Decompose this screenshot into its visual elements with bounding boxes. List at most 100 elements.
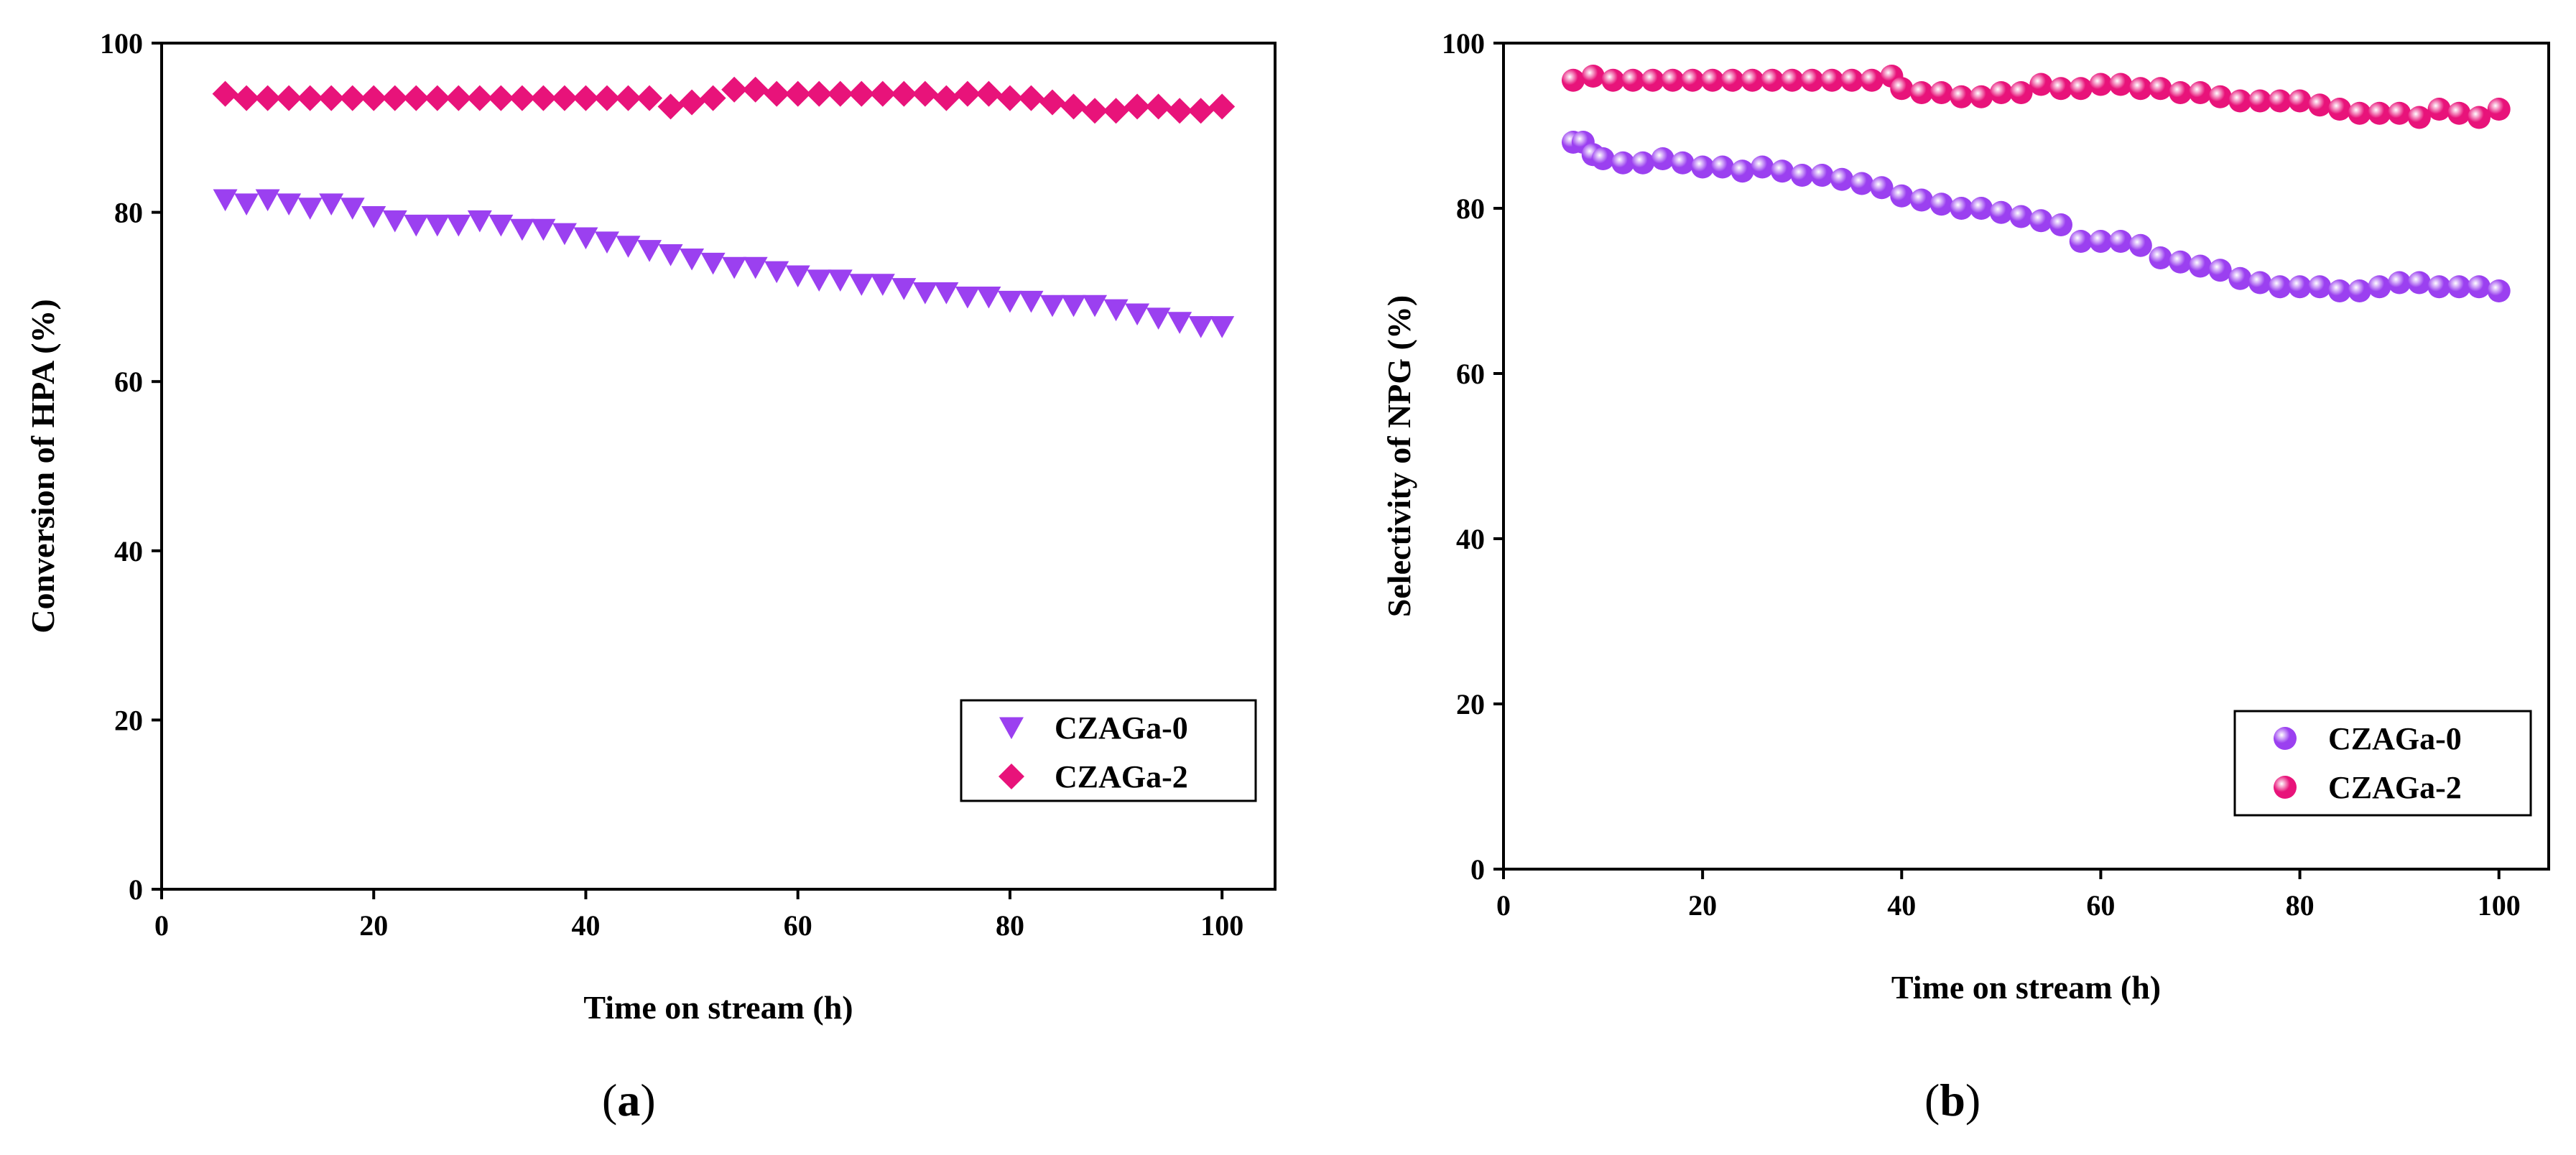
data-point — [657, 93, 684, 120]
y-tick-label: 60 — [114, 366, 143, 398]
data-point — [2348, 279, 2371, 302]
data-point — [552, 223, 577, 246]
x-axis-title: Time on stream (h) — [583, 989, 853, 1026]
data-point — [2228, 89, 2252, 113]
plot-frame — [1502, 42, 2550, 871]
y-tick-label: 20 — [114, 704, 143, 736]
data-point — [1950, 197, 1973, 220]
x-axis-title: Time on stream (h) — [1891, 969, 2161, 1006]
data-point — [1830, 167, 1854, 191]
data-point — [2029, 209, 2053, 233]
data-point — [1146, 307, 1171, 330]
data-point — [2388, 101, 2411, 125]
data-point — [2248, 89, 2272, 113]
data-point — [849, 274, 874, 296]
data-point — [1562, 68, 1585, 92]
data-point — [594, 85, 620, 111]
data-point — [637, 240, 662, 262]
caption-a: (a) — [602, 1075, 656, 1126]
data-point — [2228, 266, 2252, 290]
x-tick-label: 60 — [784, 909, 812, 942]
data-point — [764, 80, 790, 107]
data-point — [1731, 159, 1754, 183]
data-point — [2009, 81, 2033, 104]
data-point — [615, 85, 641, 111]
legend-marker — [2274, 776, 2297, 799]
data-point — [2427, 98, 2451, 121]
data-point — [1720, 68, 1744, 92]
data-point — [551, 85, 578, 111]
data-point — [764, 261, 789, 284]
data-point — [2128, 233, 2152, 257]
legend-marker — [2274, 727, 2297, 750]
data-point — [1800, 68, 1824, 92]
data-point — [1210, 316, 1235, 338]
data-point — [466, 85, 493, 111]
data-point — [573, 227, 598, 250]
data-point — [1145, 93, 1172, 120]
data-point — [2208, 259, 2232, 282]
y-tick-label: 80 — [1456, 192, 1485, 225]
data-point — [2049, 77, 2072, 101]
data-point — [934, 282, 959, 305]
data-point — [382, 210, 407, 233]
data-point — [1601, 68, 1625, 92]
data-point — [2029, 73, 2053, 96]
data-point — [1890, 77, 1914, 101]
data-point — [1710, 155, 1734, 179]
x-tick-label: 20 — [359, 909, 388, 942]
data-point — [636, 85, 663, 111]
data-point — [891, 278, 917, 300]
data-point — [595, 231, 619, 254]
data-point — [2368, 101, 2391, 125]
data-point — [1188, 316, 1213, 338]
data-point — [530, 85, 557, 111]
series-czaga-0 — [213, 189, 1235, 338]
y-axis-title: Conversion of HPA (%) — [24, 299, 61, 634]
data-point — [1631, 151, 1654, 175]
data-point — [976, 80, 1002, 107]
data-point — [700, 252, 726, 275]
caption-b-letter: b — [1940, 1075, 1965, 1126]
data-point — [2288, 275, 2312, 299]
legend-label: CZAGa-0 — [2328, 721, 2462, 756]
x-tick-label: 100 — [1200, 909, 1243, 942]
data-point — [1661, 68, 1685, 92]
data-point — [403, 85, 430, 111]
y-tick-label: 20 — [1456, 688, 1485, 720]
data-point — [2149, 77, 2172, 101]
data-point — [870, 274, 895, 296]
y-tick-label: 60 — [1456, 358, 1485, 390]
data-point — [1018, 85, 1044, 111]
x-tick-label: 0 — [154, 909, 169, 942]
x-tick-label: 80 — [996, 909, 1024, 942]
data-point — [573, 85, 599, 111]
y-axis-title: Selectivity of NPG (%) — [1381, 295, 1417, 617]
data-point — [1820, 68, 1844, 92]
data-point — [276, 85, 302, 111]
data-point — [2407, 271, 2431, 294]
data-point — [996, 85, 1023, 111]
data-point — [1082, 98, 1108, 124]
data-point — [1929, 192, 1953, 216]
data-point — [1103, 299, 1129, 322]
data-point — [2328, 98, 2351, 121]
data-point — [955, 286, 980, 309]
data-point — [1970, 85, 1993, 108]
data-point — [2268, 89, 2292, 113]
data-point — [2069, 77, 2093, 101]
data-point — [2348, 101, 2371, 125]
data-point — [806, 80, 833, 107]
data-point — [488, 85, 514, 111]
data-point — [891, 80, 917, 107]
data-point — [531, 218, 556, 241]
data-point — [2248, 271, 2272, 294]
data-point — [1187, 98, 1214, 124]
data-point — [446, 214, 471, 237]
y-tick-label: 80 — [114, 197, 143, 229]
data-point — [2169, 250, 2192, 274]
x-tick-label: 40 — [571, 909, 600, 942]
data-point — [2049, 213, 2072, 236]
data-point — [255, 189, 280, 212]
x-tick-label: 60 — [2086, 889, 2115, 922]
